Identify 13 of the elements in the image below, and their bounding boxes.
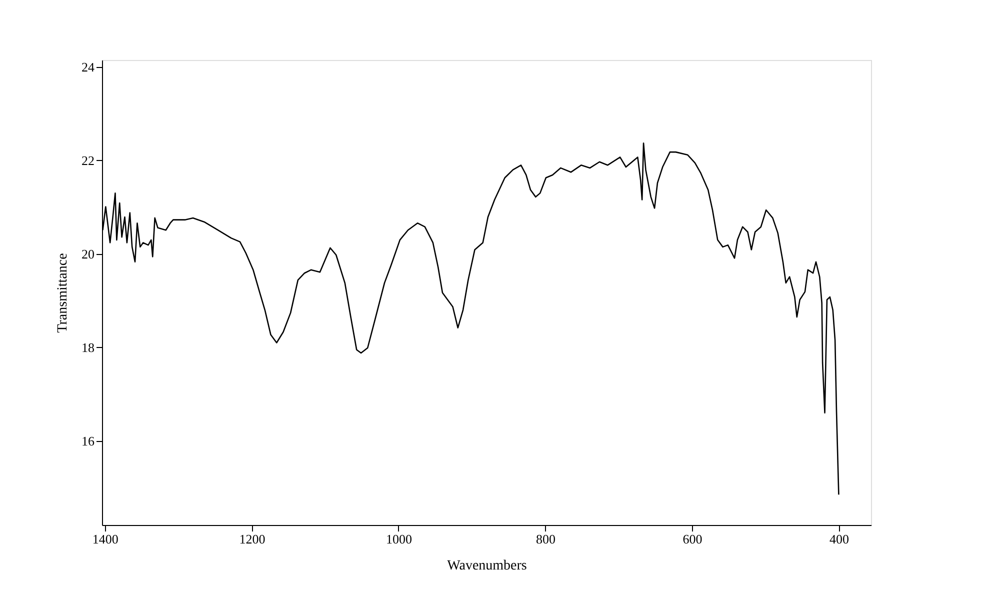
x-tick-label: 800 <box>536 532 556 546</box>
x-tick-label: 400 <box>829 532 849 546</box>
y-tick-label: 16 <box>82 433 95 448</box>
x-tick-label: 1000 <box>386 532 412 546</box>
y-tick-label: 20 <box>82 246 94 262</box>
x-tick-label: 600 <box>682 532 702 546</box>
x-tick-label: 1400 <box>92 532 118 546</box>
x-axis-title: Wavenumbers <box>447 558 527 574</box>
y-tick-label: 22 <box>82 152 94 168</box>
y-tick-label: 18 <box>82 340 94 355</box>
y-tick-label: 24 <box>82 60 95 75</box>
x-tick-label: 1200 <box>239 532 266 546</box>
y-axis-title: Transmittance <box>56 253 70 333</box>
